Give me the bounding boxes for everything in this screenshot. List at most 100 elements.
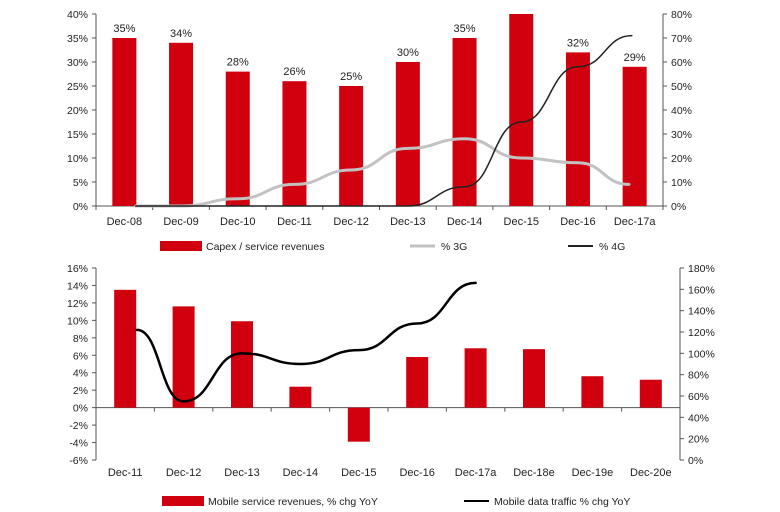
bar <box>622 66 647 206</box>
x-tick-label: Dec-08 <box>107 216 142 228</box>
y-right-tick-label: 120% <box>688 327 715 339</box>
y-right-tick-label: 60% <box>671 57 692 69</box>
y-left-tick-label: 6% <box>73 350 88 362</box>
y-left-tick-label: 30% <box>67 57 88 69</box>
y-right-tick-label: 100% <box>688 348 715 360</box>
x-tick-label: Dec-17a <box>455 467 497 479</box>
bottom-chart: -6% -4% -2% 0% 2% 4% 6% 8% 10% 12% 14% 16% 0% 20% 40% 6… <box>67 263 715 508</box>
bar <box>282 81 307 206</box>
bar <box>565 52 590 207</box>
x-tick-label: Dec-09 <box>163 216 198 228</box>
legend-label: Capex / service revenues <box>206 241 324 253</box>
y-left-tick-label: 8% <box>73 333 88 345</box>
bar <box>231 321 253 408</box>
x-tick-label: Dec-15 <box>341 467 376 479</box>
x-tick-label: Dec-14 <box>283 467 318 479</box>
bar-data-label: 34% <box>170 28 192 40</box>
y-left-tick-label: 0% <box>73 403 88 415</box>
x-tick-label: Dec-18e <box>513 467 555 479</box>
x-tick-label: Dec-14 <box>447 216 482 228</box>
bar <box>581 376 604 408</box>
y-left-tick-label: 25% <box>67 81 88 93</box>
bar <box>464 348 487 408</box>
y-left-tick-label: 35% <box>67 33 88 45</box>
x-tick-label: Dec-11 <box>108 467 143 479</box>
series-line <box>134 34 633 207</box>
legend-swatch-bar <box>160 241 202 251</box>
y-left-tick-label: 15% <box>67 129 88 141</box>
x-tick-label: Dec-13 <box>224 467 259 479</box>
y-left-tick-label: 4% <box>73 368 88 380</box>
y-right-tick-label: 40% <box>671 105 692 117</box>
bar <box>452 38 477 206</box>
bar <box>114 289 137 408</box>
bar <box>406 357 429 408</box>
x-tick-label: Dec-12 <box>166 467 201 479</box>
y-left-tick-label: -4% <box>69 438 88 450</box>
x-tick-label: Dec-10 <box>220 216 255 228</box>
legend-label: Mobile service revenues, % chg YoY <box>208 496 378 508</box>
x-tick-label: Dec-20e <box>630 467 672 479</box>
bar <box>509 14 534 206</box>
y-right-tick-label: 140% <box>688 306 715 318</box>
y-right-tick-label: 40% <box>688 412 709 424</box>
x-tick-label: Dec-16 <box>399 467 434 479</box>
y-left-tick-label: -6% <box>69 455 88 467</box>
y-right-tick-label: 80% <box>671 9 692 21</box>
y-right-tick-label: 30% <box>671 129 692 141</box>
y-right-tick-label: 160% <box>688 284 715 296</box>
y-left-tick-label: 40% <box>67 9 88 21</box>
bar <box>225 71 250 206</box>
x-tick-label: Dec-11 <box>277 216 312 228</box>
bar-data-label: 32% <box>567 37 589 49</box>
x-tick-label: Dec-16 <box>560 216 595 228</box>
y-right-tick-label: 60% <box>688 391 709 403</box>
y-right-tick-label: 180% <box>688 263 715 275</box>
y-right-tick-label: 10% <box>671 177 692 189</box>
y-right-tick-label: 80% <box>688 370 709 382</box>
y-left-tick-label: 16% <box>67 263 88 275</box>
legend-label: Mobile data traffic % chg YoY <box>494 496 630 508</box>
y-left-tick-label: 12% <box>67 298 88 310</box>
y-right-tick-label: 20% <box>671 153 692 165</box>
legend-swatch-bar <box>162 496 204 506</box>
bar <box>639 379 662 408</box>
x-tick-label: Dec-12 <box>333 216 368 228</box>
y-right-tick-label: 50% <box>671 81 692 93</box>
bar <box>172 306 195 408</box>
x-tick-label: Dec-19e <box>572 467 614 479</box>
y-left-tick-label: 14% <box>67 280 88 292</box>
y-left-tick-label: 10% <box>67 153 88 165</box>
bar-data-label: 25% <box>340 71 362 83</box>
y-left-tick-label: 10% <box>67 315 88 327</box>
series-line <box>134 137 631 208</box>
bar-data-label: 35% <box>113 23 135 35</box>
bar <box>169 42 194 206</box>
bar-data-label: 26% <box>283 66 305 78</box>
legend-label: % 3G <box>441 241 467 253</box>
top-chart: 0% 5% 10% 15% 20% 25% 30% 35% 40% 0% 10% 20% 30% 40% 5… <box>67 9 692 253</box>
y-right-tick-label: 0% <box>688 455 703 467</box>
x-tick-label: Dec-13 <box>390 216 425 228</box>
y-left-tick-label: 0% <box>73 201 88 213</box>
y-right-tick-label: 70% <box>671 33 692 45</box>
y-left-tick-label: 20% <box>67 105 88 117</box>
y-right-tick-label: 0% <box>671 201 686 213</box>
y-left-tick-label: 5% <box>73 177 88 189</box>
x-tick-label: Dec-15 <box>504 216 539 228</box>
bar-data-label: 29% <box>624 52 646 64</box>
bar <box>339 86 364 206</box>
bar-data-label: 35% <box>454 23 476 35</box>
x-tick-label: Dec-17a <box>614 216 656 228</box>
bar <box>523 349 545 408</box>
bar-data-label: 30% <box>397 47 419 59</box>
y-left-tick-label: -2% <box>69 420 88 432</box>
bar <box>289 386 312 408</box>
y-right-tick-label: 20% <box>688 434 709 446</box>
bar <box>347 407 370 442</box>
bar-data-label: 28% <box>227 57 249 69</box>
legend-label: % 4G <box>599 241 625 253</box>
bar <box>395 62 420 206</box>
y-left-tick-label: 2% <box>73 385 88 397</box>
